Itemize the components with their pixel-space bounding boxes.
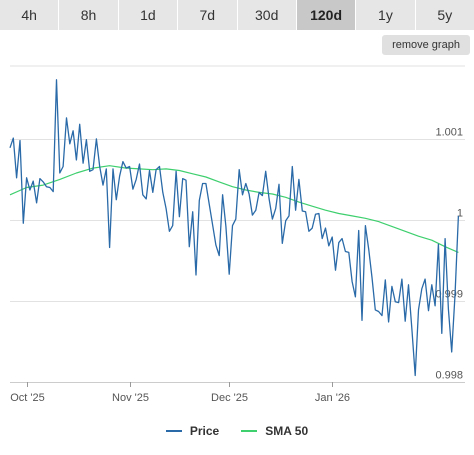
tab-1y[interactable]: 1y bbox=[356, 0, 416, 30]
legend-item-sma[interactable]: SMA 50 bbox=[241, 424, 308, 438]
legend-swatch-price bbox=[165, 430, 182, 432]
tab-30d[interactable]: 30d bbox=[237, 0, 297, 30]
x-tick-label: Nov '25 bbox=[112, 392, 149, 404]
legend: Price SMA 50 bbox=[0, 420, 474, 442]
legend-swatch-sma bbox=[241, 430, 258, 432]
tab-7d[interactable]: 7d bbox=[178, 0, 238, 30]
grid-lines bbox=[10, 65, 465, 383]
legend-label-price: Price bbox=[189, 424, 220, 438]
legend-item-price[interactable]: Price bbox=[165, 424, 220, 438]
tab-8h[interactable]: 8h bbox=[59, 0, 119, 30]
y-tick-label: 1 bbox=[457, 208, 463, 220]
x-axis: Oct '25 Nov '25 Dec '25 Jan '26 bbox=[10, 382, 465, 404]
tab-120d[interactable]: 120d bbox=[296, 0, 357, 30]
y-tick-label: 0.999 bbox=[435, 289, 463, 301]
x-tick-label: Dec '25 bbox=[211, 392, 248, 404]
x-tick-label: Oct '25 bbox=[10, 392, 45, 404]
series-line-price bbox=[9, 79, 460, 377]
tab-5y[interactable]: 5y bbox=[415, 0, 474, 30]
legend-label-sma: SMA 50 bbox=[265, 424, 309, 438]
y-axis: 0.998 0.999 1 1.001 bbox=[435, 127, 463, 382]
tab-4h[interactable]: 4h bbox=[0, 0, 60, 30]
y-tick-label: 1.001 bbox=[435, 127, 463, 139]
series-line-sma-50 bbox=[9, 165, 459, 253]
tab-1d[interactable]: 1d bbox=[118, 0, 179, 30]
series-layer bbox=[9, 79, 460, 377]
price-chart: Oct '25 Nov '25 Dec '25 Jan '26 0.998 0.999 1… bbox=[9, 65, 465, 404]
remove-graph-button[interactable]: remove graph bbox=[382, 35, 470, 55]
range-tabs: 4h 8h 1d 7d 30d 120d 1y 5y bbox=[0, 0, 474, 30]
y-tick-label: 0.998 bbox=[435, 370, 463, 382]
x-tick-label: Jan '26 bbox=[315, 392, 350, 404]
